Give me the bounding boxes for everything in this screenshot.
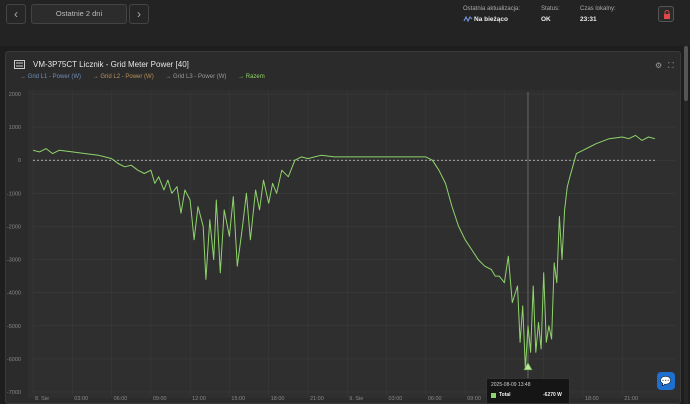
- chart-legend: → Grid L1 - Power (W) → Grid L2 - Power …: [20, 74, 275, 80]
- x-tick-label: 03:00: [389, 396, 403, 402]
- x-tick-label: 8. Sie: [35, 396, 49, 402]
- x-tick-label: 03:00: [74, 396, 88, 402]
- scrollbar-thumb[interactable]: [684, 46, 688, 101]
- tooltip-value: -6270 W: [543, 392, 562, 398]
- x-tick-label: 06:00: [428, 396, 442, 402]
- y-tick-label: -5000: [7, 324, 21, 330]
- x-tick-label: 15:00: [231, 396, 245, 402]
- chat-icon: 💬: [660, 376, 672, 386]
- legend-item-grid-l3[interactable]: → Grid L3 - Power (W): [165, 74, 227, 80]
- x-tick-label: 09:00: [153, 396, 167, 402]
- x-tick-label: 12:00: [192, 396, 206, 402]
- hover-marker: [523, 362, 533, 371]
- plot-area: [28, 90, 680, 398]
- prev-range-button[interactable]: ‹: [6, 4, 26, 24]
- lock-icon: [664, 10, 670, 19]
- y-tick-label: -1000: [7, 191, 21, 197]
- panel-title: VM-3P75CT Licznik - Grid Meter Power [40…: [33, 60, 189, 69]
- local-time-value: 23:31: [580, 16, 597, 23]
- legend-item-grid-l1[interactable]: → Grid L1 - Power (W): [20, 74, 82, 80]
- y-tick-label: 2000: [9, 92, 21, 98]
- tooltip-time: 2025-08-09 13:48: [491, 382, 531, 388]
- wave-icon: [463, 15, 473, 23]
- status-value: OK: [541, 16, 551, 23]
- chevron-right-icon: ›: [137, 7, 141, 21]
- status-label: Status:: [541, 6, 560, 12]
- x-tick-label: 21:00: [624, 396, 638, 402]
- x-tick-label: 06:00: [114, 396, 128, 402]
- x-tick-label: 9. Sie: [349, 396, 363, 402]
- chevron-left-icon: ‹: [14, 7, 18, 21]
- y-tick-label: 1000: [9, 125, 21, 131]
- series-line-razem: [32, 134, 656, 370]
- lock-button[interactable]: [658, 6, 674, 22]
- x-tick-label: 09:00: [467, 396, 481, 402]
- legend-item-grid-l2[interactable]: → Grid L2 - Power (W): [92, 74, 154, 80]
- last-update-label: Ostatnia aktualizacja:: [463, 6, 521, 12]
- settings-icon[interactable]: ⚙: [655, 61, 663, 70]
- tooltip-series: Total: [499, 392, 511, 398]
- scrollbar-track[interactable]: [684, 46, 688, 404]
- x-tick-label: 18:00: [271, 396, 285, 402]
- y-tick-label: -7000: [7, 390, 21, 396]
- x-tick-label: 21:00: [310, 396, 324, 402]
- y-tick-label: 0: [18, 158, 21, 164]
- chat-button[interactable]: 💬: [657, 372, 675, 390]
- top-bar: ‹ Ostatnie 2 dni › Ostatnia aktualizacja…: [0, 0, 690, 46]
- y-tick-label: -6000: [7, 357, 21, 363]
- fullscreen-icon[interactable]: ⛶: [668, 61, 674, 70]
- next-range-button[interactable]: ›: [129, 4, 149, 24]
- tooltip-swatch: [491, 393, 496, 398]
- chart-tooltip: 2025-08-09 13:48 Total -6270 W: [486, 378, 570, 404]
- x-tick-label: 18:00: [585, 396, 599, 402]
- meter-icon: [14, 60, 25, 69]
- last-update-value: Na bieżąco: [474, 16, 508, 23]
- y-tick-label: -3000: [7, 258, 21, 264]
- local-time-label: Czas lokalny:: [580, 6, 616, 12]
- time-range-selector[interactable]: Ostatnie 2 dni: [31, 4, 127, 24]
- y-tick-label: -4000: [7, 291, 21, 297]
- y-tick-label: -2000: [7, 224, 21, 230]
- legend-item-razem[interactable]: → Razem: [238, 74, 265, 80]
